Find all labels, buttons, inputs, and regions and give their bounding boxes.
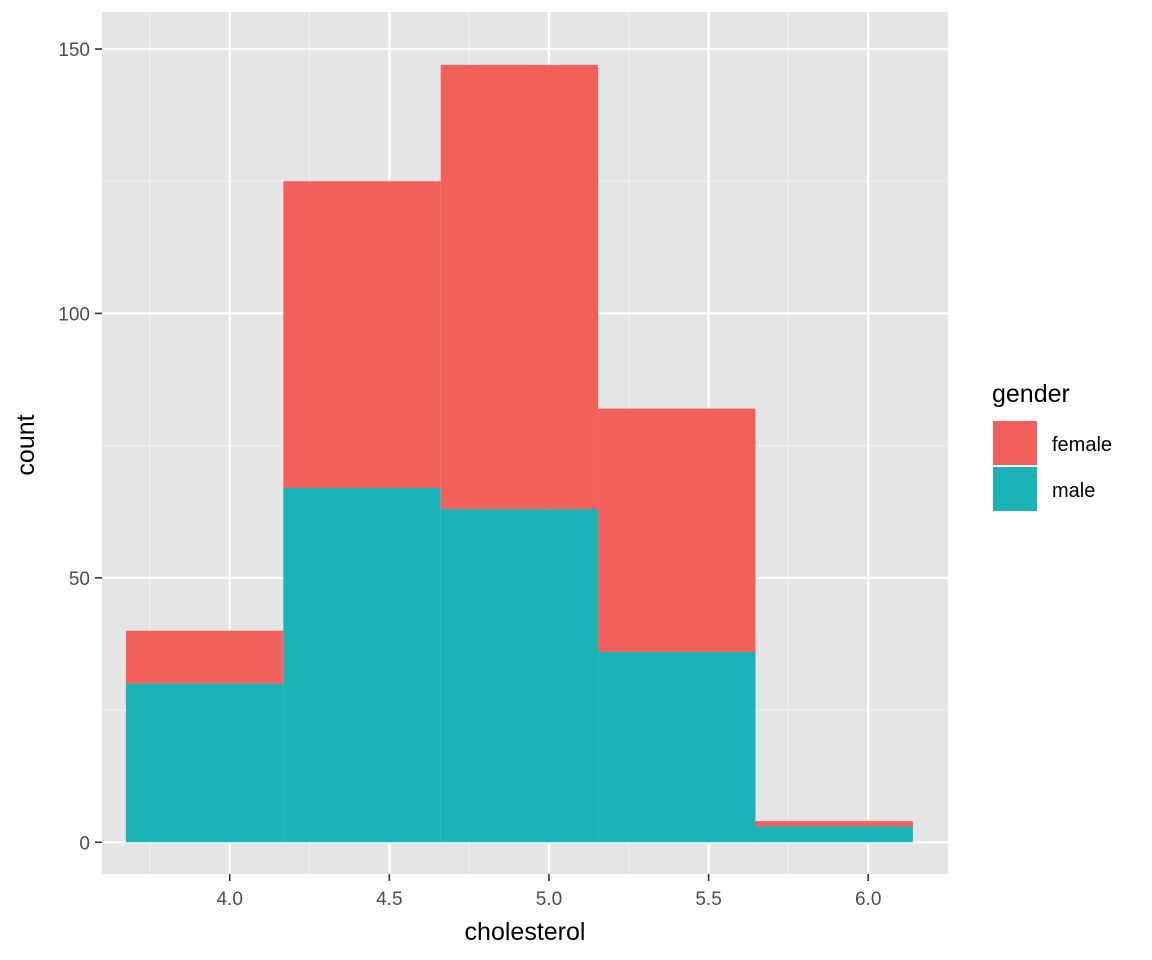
legend-title: gender xyxy=(992,380,1070,408)
y-tick-label-1: 50 xyxy=(69,569,90,590)
x-tick-labels: 4.0 4.5 5.0 5.5 6.0 xyxy=(216,889,881,910)
y-tick-label-3: 150 xyxy=(58,40,90,61)
legend-label-female: female xyxy=(1052,434,1112,456)
bar-female-bin-0 xyxy=(125,630,284,684)
bar-male-bin-0 xyxy=(125,683,284,843)
bar-male-bin-2 xyxy=(440,509,599,843)
bar-female-bin-2 xyxy=(440,64,599,510)
y-tick-label-0: 0 xyxy=(79,833,90,854)
legend: gender female male xyxy=(992,380,1112,511)
legend-swatch-female xyxy=(993,421,1037,465)
axis-ticks xyxy=(95,48,869,881)
bar-male-bin-3 xyxy=(598,651,756,843)
x-tick-label-2: 5.0 xyxy=(536,889,562,910)
bars-layer xyxy=(125,64,913,843)
y-tick-labels: 0 50 100 150 xyxy=(58,40,90,854)
legend-label-male: male xyxy=(1052,480,1095,502)
bar-male-bin-1 xyxy=(283,487,441,843)
x-tick-label-0: 4.0 xyxy=(216,889,242,910)
bar-female-bin-1 xyxy=(283,181,441,488)
bar-female-bin-4 xyxy=(755,821,913,827)
x-tick-label-4: 6.0 xyxy=(855,889,881,910)
x-tick-label-1: 4.5 xyxy=(376,889,402,910)
x-tick-label-3: 5.5 xyxy=(695,889,721,910)
y-axis-title: count xyxy=(12,414,40,475)
x-axis-title: cholesterol xyxy=(465,918,586,946)
bar-male-bin-4 xyxy=(755,826,913,843)
bar-female-bin-3 xyxy=(598,408,756,652)
legend-swatch-male xyxy=(993,467,1037,511)
y-tick-label-2: 100 xyxy=(58,304,90,325)
